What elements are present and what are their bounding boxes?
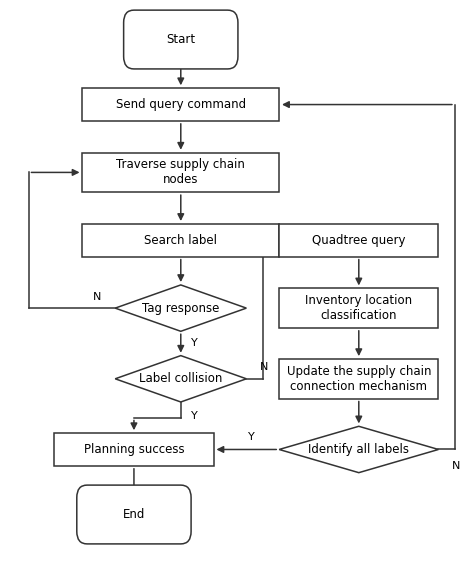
Text: Y: Y — [191, 411, 197, 421]
Text: Tag response: Tag response — [142, 301, 219, 315]
Text: Identify all labels: Identify all labels — [308, 443, 409, 456]
Text: Traverse supply chain
nodes: Traverse supply chain nodes — [116, 158, 245, 186]
Text: N: N — [93, 292, 101, 302]
Bar — [82, 88, 279, 121]
Text: Send query command: Send query command — [116, 98, 246, 111]
FancyBboxPatch shape — [77, 485, 191, 544]
Text: Y: Y — [248, 432, 255, 442]
Text: N: N — [452, 461, 460, 472]
Text: Inventory location
classification: Inventory location classification — [305, 294, 412, 322]
Text: N: N — [260, 363, 268, 372]
Bar — [279, 288, 438, 328]
Text: Quadtree query: Quadtree query — [312, 234, 406, 247]
Text: Start: Start — [166, 33, 195, 46]
Text: Label collision: Label collision — [139, 372, 222, 385]
Polygon shape — [115, 356, 246, 402]
Bar — [279, 224, 438, 256]
FancyBboxPatch shape — [124, 10, 238, 69]
Text: Planning success: Planning success — [83, 443, 184, 456]
Bar — [82, 224, 279, 256]
Polygon shape — [279, 427, 438, 473]
Text: Update the supply chain
connection mechanism: Update the supply chain connection mecha… — [287, 365, 431, 393]
Bar — [55, 433, 214, 466]
Bar — [82, 152, 279, 192]
Polygon shape — [115, 285, 246, 331]
Text: End: End — [123, 508, 145, 521]
Text: Search label: Search label — [144, 234, 217, 247]
Bar — [279, 359, 438, 399]
Text: Y: Y — [191, 339, 197, 348]
